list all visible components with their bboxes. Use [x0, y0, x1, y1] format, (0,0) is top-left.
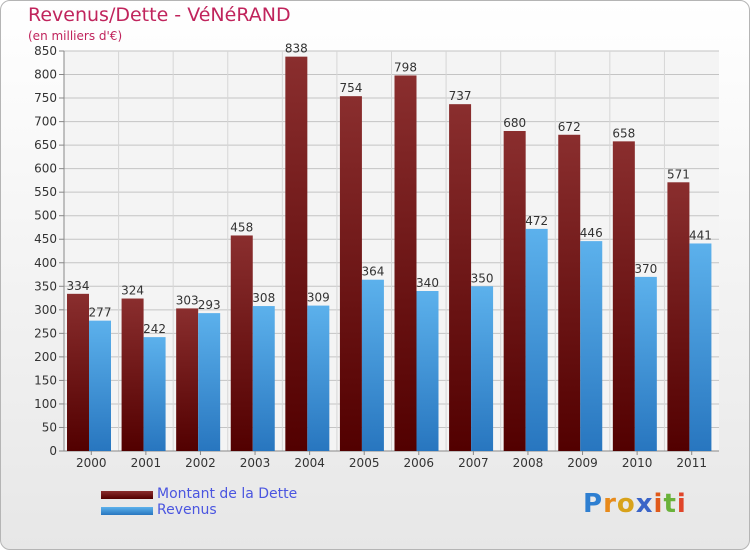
y-tick-label: 200	[34, 350, 57, 364]
y-tick-label: 150	[34, 373, 57, 387]
y-tick-label: 350	[34, 279, 57, 293]
legend-label-revenus: Revenus	[157, 502, 217, 518]
data-label-dette: 680	[503, 116, 526, 130]
data-label-revenus: 472	[525, 214, 548, 228]
data-label-dette: 798	[394, 60, 417, 74]
x-tick-label: 2010	[622, 456, 653, 470]
bar-dette	[667, 182, 690, 451]
y-tick-label: 550	[34, 185, 57, 199]
chart-subtitle: (en milliers d'€)	[28, 29, 123, 43]
bar-dette	[558, 134, 581, 451]
x-tick-label: 2004	[294, 456, 325, 470]
data-label-revenus: 364	[361, 265, 384, 279]
bar-revenus	[689, 243, 712, 451]
data-label-revenus: 293	[198, 298, 221, 312]
logo-letter: x	[635, 489, 654, 519]
bar-revenus	[143, 337, 166, 451]
data-label-dette: 658	[612, 126, 635, 140]
x-tick-label: 2008	[513, 456, 544, 470]
data-label-revenus: 277	[89, 306, 112, 320]
data-label-dette: 571	[667, 167, 690, 181]
x-tick-label: 2002	[185, 456, 216, 470]
data-label-dette: 754	[339, 81, 362, 95]
bar-dette	[449, 104, 472, 452]
bar-dette	[67, 293, 89, 451]
x-tick-label: 2000	[76, 456, 107, 470]
y-tick-label: 450	[34, 232, 57, 246]
y-tick-label: 300	[34, 303, 57, 317]
data-label-revenus: 308	[252, 291, 275, 305]
bar-dette	[612, 141, 635, 451]
logo-letter: P	[583, 489, 604, 519]
logo-letter: i	[676, 489, 687, 519]
bar-revenus	[580, 241, 603, 451]
y-tick-label: 0	[49, 444, 57, 458]
y-tick-label: 850	[34, 44, 57, 58]
legend-swatch-dette	[101, 491, 153, 499]
logo-letter: t	[663, 489, 677, 519]
data-label-dette: 672	[558, 120, 581, 134]
chart-title: Revenus/Dette - VéNéRAND	[28, 4, 291, 26]
logo-letter: i	[653, 489, 664, 519]
data-label-revenus: 441	[689, 228, 712, 242]
bar-revenus	[252, 306, 275, 451]
bar-revenus	[525, 228, 548, 451]
y-tick-label: 600	[34, 162, 57, 176]
bar-revenus	[89, 320, 111, 451]
data-label-revenus: 350	[471, 271, 494, 285]
bar-dette	[176, 308, 199, 451]
data-label-dette: 838	[285, 42, 308, 56]
bar-revenus	[307, 305, 330, 451]
x-tick-label: 2003	[240, 456, 271, 470]
x-tick-label: 2005	[349, 456, 380, 470]
data-label-dette: 324	[121, 284, 144, 298]
y-tick-label: 750	[34, 91, 57, 105]
proxiti-logo: Proxiti	[583, 489, 687, 519]
y-tick-label: 800	[34, 68, 57, 82]
legend-label-dette: Montant de la Dette	[157, 486, 298, 502]
bar-dette	[503, 131, 526, 451]
data-label-revenus: 309	[307, 291, 330, 305]
x-tick-label: 2006	[404, 456, 435, 470]
bar-revenus	[416, 291, 439, 451]
bar-revenus	[361, 279, 384, 451]
bar-revenus	[198, 313, 221, 451]
data-label-dette: 334	[67, 279, 90, 293]
bar-dette	[339, 96, 362, 452]
data-label-revenus: 242	[143, 322, 166, 336]
y-tick-label: 250	[34, 326, 57, 340]
x-tick-label: 2001	[131, 456, 162, 470]
x-tick-label: 2007	[458, 456, 489, 470]
y-tick-label: 500	[34, 209, 57, 223]
bar-revenus	[471, 286, 494, 451]
y-tick-label: 700	[34, 115, 57, 129]
y-tick-label: 400	[34, 256, 57, 270]
data-label-dette: 303	[176, 293, 199, 307]
bar-dette	[285, 56, 308, 451]
data-label-revenus: 340	[416, 276, 439, 290]
bar-revenus	[634, 276, 657, 451]
y-tick-label: 650	[34, 138, 57, 152]
x-tick-label: 2009	[567, 456, 598, 470]
data-label-revenus: 446	[580, 226, 603, 240]
bar-dette	[230, 235, 253, 451]
data-label-dette: 737	[449, 89, 472, 103]
data-label-dette: 458	[230, 220, 253, 234]
bar-dette	[121, 298, 144, 451]
x-tick-label: 2011	[676, 456, 707, 470]
y-tick-label: 100	[34, 397, 57, 411]
logo-letter: o	[616, 489, 636, 519]
data-label-revenus: 370	[634, 262, 657, 276]
y-tick-label: 50	[42, 420, 57, 434]
bar-dette	[394, 75, 417, 452]
legend-swatch-revenus	[101, 507, 153, 515]
logo-letter: r	[603, 489, 617, 519]
